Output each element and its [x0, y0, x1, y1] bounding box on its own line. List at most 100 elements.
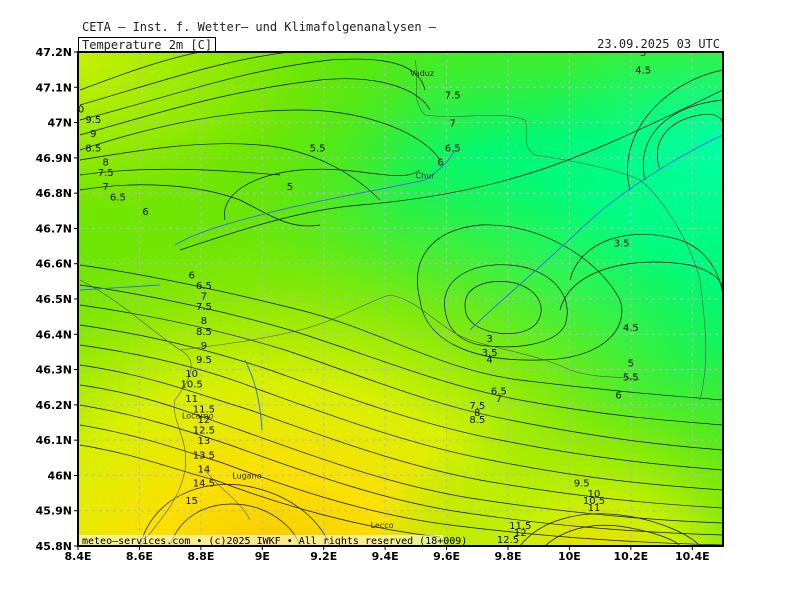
map-title: CETA — Inst. f. Wetter— und Klimafolgena…: [82, 20, 437, 34]
lon-tick-label: 9.4E: [372, 550, 399, 563]
lat-tick-label: 46.3N: [36, 364, 72, 377]
contour-label: 5: [640, 48, 646, 59]
lon-tick-label: 10E: [558, 550, 581, 563]
place-label-lecco: Lecco: [371, 521, 394, 530]
contour-label: 11: [185, 394, 198, 405]
lon-tick-label: 10.2E: [614, 550, 649, 563]
valid-time: 23.09.2025 03 UTC: [597, 37, 720, 51]
contour-label: 5.5: [310, 143, 326, 154]
isotherms: [79, 52, 723, 546]
contour-label: 6.5: [110, 193, 126, 204]
lat-tick-label: 45.9N: [36, 505, 72, 518]
place-label-chur: Chur: [416, 172, 436, 181]
contour-label: 11.5: [509, 521, 531, 532]
contour-label: 7: [450, 119, 456, 130]
lon-tick-label: 9.6E: [433, 550, 460, 563]
lat-tick-label: 46.7N: [36, 222, 72, 235]
contour-label: 7: [102, 182, 108, 193]
contour-label: 6.5: [196, 281, 212, 292]
contour-label: 9.5: [574, 478, 590, 489]
contour-label: 8.5: [469, 415, 485, 426]
contour-labels: 09.598.587.576.565.557.576.5654.53.54.55…: [78, 48, 651, 546]
contour-label: 13: [198, 436, 211, 447]
lat-tick-label: 45.8N: [36, 540, 72, 553]
contour-label: 10.5: [583, 496, 605, 507]
lat-tick-label: 47.2N: [36, 46, 72, 59]
contour-label: 12: [514, 528, 527, 539]
contour-label: 14: [198, 464, 211, 475]
contour-label: 9: [201, 341, 207, 352]
contour-label: 7.5: [445, 90, 461, 101]
place-label-vaduz: Vaduz: [410, 69, 434, 78]
contour-label: 14.5: [193, 478, 215, 489]
contour-label: 3: [486, 334, 492, 345]
lat-tick-label: 46.5N: [36, 293, 72, 306]
contour-label: 13.5: [193, 450, 215, 461]
contour-label: 12.5: [497, 535, 519, 546]
contour-label: 7.5: [98, 168, 114, 179]
place-label-locarno: Locarno: [182, 411, 214, 420]
contour-label: 8.5: [85, 143, 101, 154]
place-label-lugano: Lugano: [232, 471, 261, 480]
contour-label: 8.5: [196, 327, 212, 338]
lon-tick-label: 9E: [255, 550, 270, 563]
lat-axis: 47.2N 47.1N 47N 46.9N 46.8N 46.7N 46.6N 46.5N 46…: [36, 46, 78, 553]
contour-label: 6: [615, 390, 621, 401]
contour-label: 3.5: [482, 348, 498, 359]
lon-tick-label: 9.8E: [494, 550, 521, 563]
credit-text: meteo—services.com • (c)2025 IWKF • All …: [82, 536, 467, 547]
contour-label: 5: [628, 359, 634, 370]
contour-label: 10: [588, 489, 601, 500]
contour-label: 8: [474, 408, 480, 419]
lat-tick-label: 46.4N: [36, 328, 72, 341]
contour-label: 4.5: [623, 323, 639, 334]
contour-label: 4: [486, 355, 492, 366]
contour-label: 7: [496, 394, 502, 405]
contour-label: 8: [201, 316, 207, 327]
contour-label: 6: [142, 207, 148, 218]
contour-label: 7.5: [196, 302, 212, 313]
lat-tick-label: 46.2N: [36, 399, 72, 412]
contour-label: 11: [588, 503, 601, 514]
place-labels: Vaduz Chur Locarno Lugano Lecco: [182, 69, 435, 530]
contour-label: 6.5: [491, 387, 507, 398]
lat-tick-label: 46N: [47, 469, 72, 482]
contour-label: 3.5: [614, 239, 630, 250]
contour-label: 6: [437, 157, 443, 168]
lon-tick-label: 8.6E: [126, 550, 153, 563]
credit-strip: [78, 535, 443, 546]
contour-label: 9: [90, 129, 96, 140]
lon-axis: 8.4E 8.6E 8.8E 9E 9.2E 9.4E 9.6E 9.8E 10E 10.2E 10…: [64, 546, 710, 563]
contour-label: 7.5: [469, 401, 485, 412]
contour-label: 10.5: [181, 380, 203, 391]
lon-tick-label: 8.4E: [64, 550, 91, 563]
contour-label: 8: [102, 157, 108, 168]
contour-label: 4.5: [635, 66, 651, 77]
contour-label: 0: [78, 104, 84, 115]
contour-label: 5: [287, 182, 293, 193]
contour-label: 15: [185, 496, 198, 507]
contour-label: 12.5: [193, 426, 215, 437]
lat-tick-label: 46.8N: [36, 187, 72, 200]
lon-tick-label: 8.8E: [187, 550, 214, 563]
contour-label: 6.5: [445, 143, 461, 154]
lat-tick-label: 46.9N: [36, 152, 72, 165]
borders: [79, 59, 707, 546]
rivers: [79, 134, 723, 431]
lon-tick-label: 9.2E: [310, 550, 337, 563]
lon-tick-label: 10.4E: [675, 550, 710, 563]
lat-tick-label: 46.1N: [36, 434, 72, 447]
contour-label: 5.5: [623, 373, 639, 384]
contour-label: 6: [188, 270, 194, 281]
contour-label: 11.5: [193, 404, 215, 415]
contour-label: 7: [201, 291, 207, 302]
lat-tick-label: 47N: [47, 117, 72, 130]
contour-label: 9.5: [196, 355, 212, 366]
lat-tick-label: 46.6N: [36, 258, 72, 271]
lat-tick-label: 47.1N: [36, 81, 72, 94]
lat-lon-grid: [78, 52, 723, 546]
contour-label: 12: [198, 415, 211, 426]
contour-label: 10: [185, 369, 198, 380]
contour-label: 9.5: [85, 115, 101, 126]
